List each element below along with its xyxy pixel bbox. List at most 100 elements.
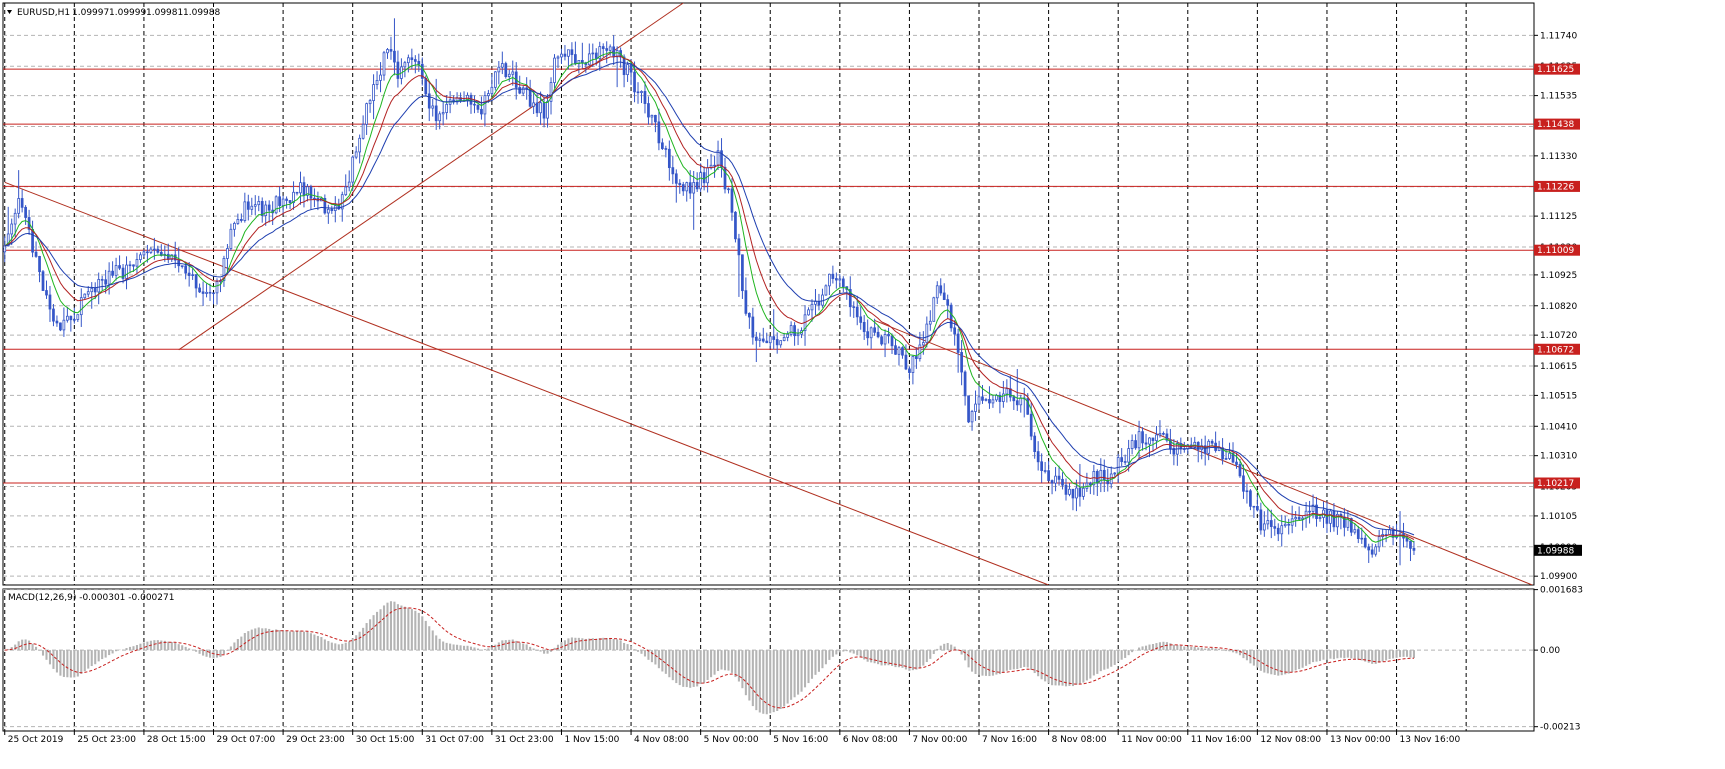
candle xyxy=(1089,481,1092,495)
moving-averages xyxy=(4,51,1415,543)
candle xyxy=(48,285,52,322)
candle xyxy=(1078,464,1082,507)
candle xyxy=(260,197,264,223)
current-price-marker: 1.09988 xyxy=(1534,544,1582,556)
candle xyxy=(445,94,448,120)
candle xyxy=(1231,442,1235,464)
candle xyxy=(1266,508,1270,530)
candle xyxy=(434,78,438,130)
candle xyxy=(605,41,609,64)
candle xyxy=(1273,518,1277,536)
candle xyxy=(1085,472,1089,492)
candle xyxy=(6,206,10,247)
candle xyxy=(949,302,953,332)
candle xyxy=(365,102,368,135)
candle xyxy=(118,255,121,271)
candle xyxy=(1235,452,1238,469)
candle xyxy=(848,276,852,317)
time-tick-label: 31 Oct 23:00 xyxy=(495,735,554,745)
candle xyxy=(953,320,957,346)
price-tick-label: 1.10310 xyxy=(1540,452,1577,462)
candle xyxy=(1294,511,1298,527)
candle xyxy=(1262,511,1266,537)
candle xyxy=(654,114,657,133)
candle xyxy=(382,50,386,81)
time-tick-label: 4 Nov 08:00 xyxy=(634,735,689,745)
macd-signal-line xyxy=(4,607,1415,709)
candle xyxy=(775,332,779,354)
candle xyxy=(786,331,789,342)
price-tick-label: 1.10105 xyxy=(1540,512,1577,522)
dropdown-triangle-icon[interactable] xyxy=(7,10,12,14)
level-price-box xyxy=(1534,343,1580,355)
candle xyxy=(1015,368,1019,411)
time-tick-label: 25 Oct 23:00 xyxy=(77,735,136,745)
time-tick-label: 12 Nov 08:00 xyxy=(1260,735,1321,745)
candle xyxy=(553,54,556,89)
time-tick-label: 30 Oct 15:00 xyxy=(356,735,415,745)
candle xyxy=(702,166,706,191)
candle xyxy=(125,256,128,290)
candle xyxy=(250,197,254,215)
candle xyxy=(306,183,309,202)
time-tick-label: 13 Nov 00:00 xyxy=(1330,735,1391,745)
time-tick-label: 13 Nov 16:00 xyxy=(1400,735,1461,745)
candle xyxy=(1134,434,1137,450)
candle xyxy=(1249,489,1252,511)
time-tick-label: 25 Oct 2019 xyxy=(8,735,64,745)
candle xyxy=(546,94,549,128)
candle xyxy=(427,82,431,122)
level-price-label: 1.10217 xyxy=(1537,479,1574,489)
level-price-box xyxy=(1534,63,1580,75)
candle xyxy=(643,81,647,114)
candle xyxy=(1137,420,1141,459)
candle xyxy=(667,140,671,181)
candle xyxy=(831,265,835,284)
price-axis[interactable]: 1.117401.116351.115351.114301.113301.112… xyxy=(1534,31,1583,733)
candle xyxy=(142,249,146,258)
candle xyxy=(212,292,215,305)
candle xyxy=(1165,428,1169,443)
candle xyxy=(253,195,257,216)
candle xyxy=(281,195,285,215)
candle xyxy=(754,331,758,363)
candle xyxy=(372,74,375,120)
candle xyxy=(883,329,887,358)
price-tick-label: 1.11125 xyxy=(1540,212,1577,222)
candle xyxy=(417,53,421,72)
candle xyxy=(205,283,208,298)
candle xyxy=(34,241,38,258)
ohlc-high: 1.09999 xyxy=(109,8,146,18)
candle xyxy=(1127,439,1130,472)
candle xyxy=(441,101,445,126)
candle xyxy=(1057,465,1061,486)
candle xyxy=(758,332,762,348)
candle xyxy=(149,247,153,255)
time-tick-label: 28 Oct 15:00 xyxy=(147,735,206,745)
candle xyxy=(563,45,567,61)
candle xyxy=(473,95,476,114)
candle xyxy=(500,51,504,75)
candle xyxy=(55,315,59,327)
main-pane[interactable] xyxy=(2,2,1535,586)
candle xyxy=(243,192,247,223)
candle xyxy=(984,397,988,402)
time-axis[interactable]: 25 Oct 2019 25 Oct 23:00 28 Oct 15:00 29 Oc… xyxy=(4,731,1461,745)
candle xyxy=(20,189,24,213)
candle xyxy=(869,326,873,349)
price-tick-label: 1.10410 xyxy=(1540,422,1577,432)
candle xyxy=(1409,540,1412,562)
candle xyxy=(838,274,842,288)
price-tick-label: 1.10615 xyxy=(1540,362,1577,372)
candle xyxy=(285,196,288,209)
candle xyxy=(490,74,494,96)
candle xyxy=(493,71,497,91)
candle xyxy=(1099,458,1103,493)
macd-pane[interactable] xyxy=(2,588,1535,732)
candle xyxy=(226,243,229,272)
candle xyxy=(915,347,918,369)
horizontal-levels[interactable] xyxy=(3,68,1534,484)
candle xyxy=(511,60,515,86)
